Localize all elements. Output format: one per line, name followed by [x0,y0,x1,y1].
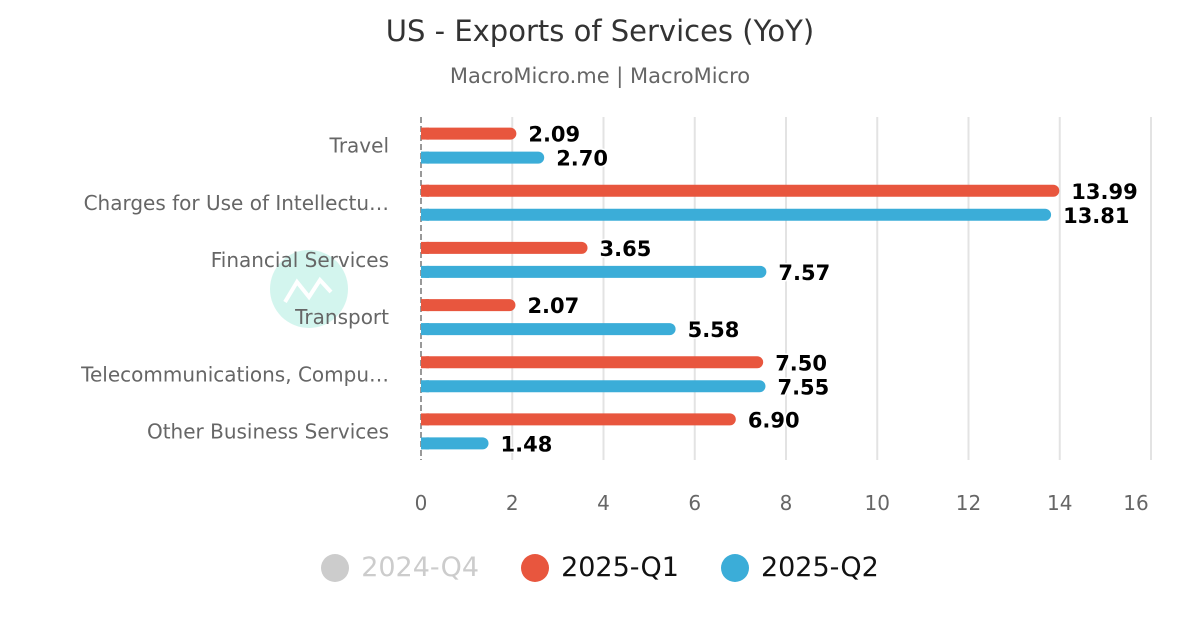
bar-start [421,356,429,369]
bar-2025-Q1 [421,413,736,426]
bar-2025-Q2 [421,151,545,164]
legend-dot-icon [321,553,350,582]
bar-2025-Q2 [421,437,489,450]
bar-start [421,184,429,197]
data-label: 2.07 [527,294,579,318]
bar-start [421,127,429,140]
bar-2025-Q1 [421,299,516,312]
bar-2025-Q2 [421,265,767,278]
x-tick-label: 6 [688,491,701,515]
data-label: 6.90 [748,408,800,432]
bar-2025-Q2 [421,380,766,393]
data-label: 7.55 [777,375,829,399]
bar-start [421,437,429,450]
category-label: Charges for Use of Intellectu… [84,191,389,215]
data-label: 7.50 [775,351,827,375]
bar-start [421,413,429,426]
bar-2025-Q2 [421,208,1052,221]
bar-start [421,241,429,254]
legend-dot-icon [521,553,550,582]
data-label: 13.99 [1071,180,1137,204]
x-tick-label: 16 [1123,491,1148,515]
category-label: Telecommunications, Compu… [80,362,389,386]
category-label: Financial Services [211,248,389,272]
x-tick-label: 2 [506,491,519,515]
x-tick-label: 4 [597,491,610,515]
data-label: 2.09 [528,123,580,147]
watermark-logo-icon [270,250,348,328]
legend-dot-icon [720,553,749,582]
legend-label: 2025-Q2 [760,552,879,583]
bar-start [421,380,429,393]
legend-item-2025-Q1[interactable]: 2025-Q1 [521,552,679,583]
category-label: Travel [329,134,389,158]
data-label: 13.81 [1063,204,1129,228]
watermark-logo-line-icon [283,276,333,304]
data-label: 7.57 [778,261,830,285]
legend-item-2025-Q2[interactable]: 2025-Q2 [720,552,879,583]
x-tick-label: 14 [1047,491,1072,515]
bar-start [421,151,429,164]
chart-title: US - Exports of Services (YoY) [385,14,815,48]
legend-item-2024-Q4[interactable]: 2024-Q4 [321,552,479,583]
x-tick-label: 8 [780,491,793,515]
bar-2025-Q1 [421,127,517,140]
bar-2025-Q1 [421,241,588,254]
legend: 2024-Q4 2025-Q1 2025-Q2 [0,552,1200,583]
bar-2025-Q2 [421,323,676,336]
data-label: 3.65 [600,237,652,261]
bar-start [421,299,429,312]
bar-2025-Q1 [421,356,764,369]
data-label: 5.58 [688,318,740,342]
category-label: Transport [294,305,389,329]
bar-start [421,323,429,336]
bar-start [421,265,429,278]
category-label: Other Business Services [147,419,389,443]
legend-label: 2024-Q4 [361,552,480,583]
x-tick-label: 0 [415,491,428,515]
data-label: 1.48 [501,432,553,456]
bar-2025-Q1 [421,184,1060,197]
x-tick-label: 12 [956,491,981,515]
chart-subtitle: MacroMicro.me | MacroMicro [449,64,751,88]
x-tick-label: 10 [865,491,890,515]
data-label: 2.70 [556,147,608,171]
legend-label: 2025-Q1 [561,552,679,583]
bar-start [421,208,429,221]
